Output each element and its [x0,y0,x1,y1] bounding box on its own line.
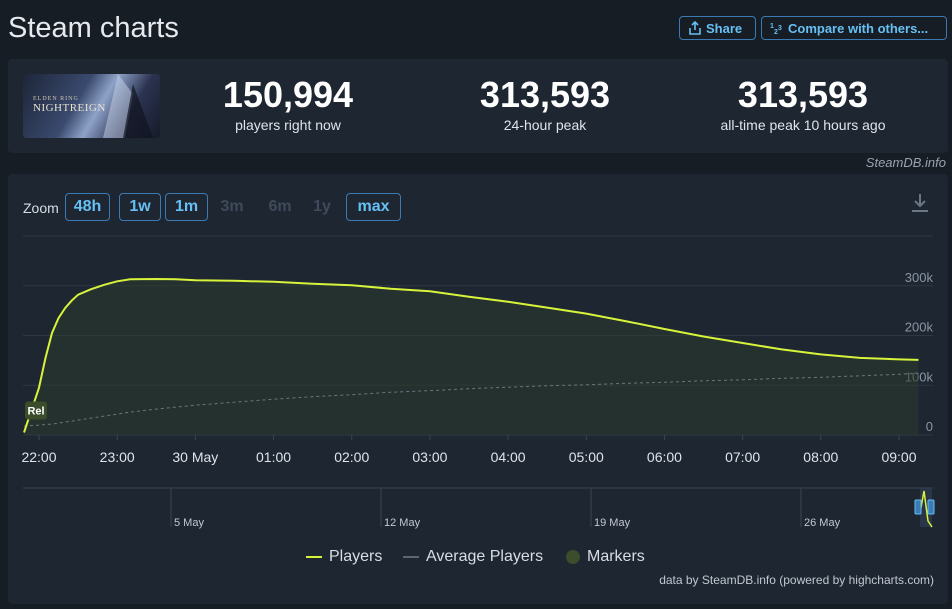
zoom-button-48h[interactable]: 48h [65,193,110,221]
zoom-button-1m[interactable]: 1m [165,193,208,221]
thumbnail-art [103,74,153,138]
x-tick-label: 04:00 [491,449,526,465]
navigator-tick-label: 26 May [804,517,841,529]
navigator-handle-right [927,499,935,515]
stat-current-label: players right now [235,117,341,133]
legend-average-players[interactable]: Average Players [403,548,543,566]
stat-current: 150,994 players right now [178,74,398,134]
legend-players[interactable]: Players [306,548,382,566]
x-tick-label: 05:00 [569,449,604,465]
game-logo: ELDEN RING NIGHTREIGN [33,96,106,114]
share-label: Share [706,20,743,36]
average-players-line [23,372,919,427]
players-line [23,277,919,433]
navigator-tick-label: 5 May [174,517,204,529]
page-title: Steam charts [8,12,179,44]
stat-alltime-value: 313,593 [737,74,869,115]
share-button[interactable]: Share [679,16,756,40]
navigator-handle-left [914,499,922,515]
stat-current-value: 150,994 [222,74,354,115]
game-thumbnail[interactable]: ELDEN RING NIGHTREIGN [23,74,160,138]
players-area [24,279,919,435]
chart-legend: Players Average Players Markers [8,548,948,568]
stats-panel: ELDEN RING NIGHTREIGN 150,994 players rig… [8,59,948,153]
stat-alltime-label: all-time peak 10 hours ago [720,117,886,133]
legend-markers[interactable]: Markers [566,548,645,566]
stat-peak24: 313,593 24-hour peak [435,74,655,134]
zoom-button-max[interactable]: max [346,193,401,221]
compare-label: Compare with others... [788,20,929,36]
stat-alltime: 313,593 all-time peak 10 hours ago [693,74,913,134]
y-tick-label: 0 [926,419,933,434]
svg-text:3: 3 [778,25,782,32]
zoom-button-3m: 3m [220,198,244,215]
x-tick-label: 06:00 [647,449,682,465]
highcharts-credit[interactable]: data by SteamDB.info (powered by highcha… [659,573,934,587]
x-tick-label: 23:00 [100,449,135,465]
x-tick-label: 03:00 [412,449,447,465]
x-tick-label: 01:00 [256,449,291,465]
steamdb-credit[interactable]: SteamDB.info [865,155,946,170]
y-tick-label: 200k [905,320,934,335]
x-tick-label: 08:00 [803,449,838,465]
release-marker-label: Rel [27,406,44,418]
x-tick-label: 22:00 [21,449,56,465]
navigator-series [919,490,933,528]
navigator-tick-label: 19 May [594,517,631,529]
zoom-label: Zoom [23,200,59,216]
stat-peak24-value: 313,593 [479,74,611,115]
download-icon[interactable] [910,192,930,214]
svg-text:1: 1 [770,23,774,30]
zoom-button-1w[interactable]: 1w [119,193,161,221]
x-tick-label: 07:00 [725,449,760,465]
compare-icon: 123 [770,23,782,35]
x-tick-label: 09:00 [881,449,916,465]
navigator-tick-label: 12 May [384,517,421,529]
x-tick-label: 02:00 [334,449,369,465]
release-marker [25,401,47,420]
y-tick-label: 300k [905,270,934,285]
zoom-button-1y: 1y [313,198,331,215]
svg-text:2: 2 [774,29,778,35]
zoom-button-6m: 6m [268,198,292,215]
chart-panel: Zoom 48h 1w 1m 3m 6m 1y max 0 100k 200k 300k 22:00… [8,174,948,604]
stat-peak24-label: 24-hour peak [503,117,587,133]
x-tick-label: 30 May [172,449,218,465]
share-icon [689,21,701,35]
